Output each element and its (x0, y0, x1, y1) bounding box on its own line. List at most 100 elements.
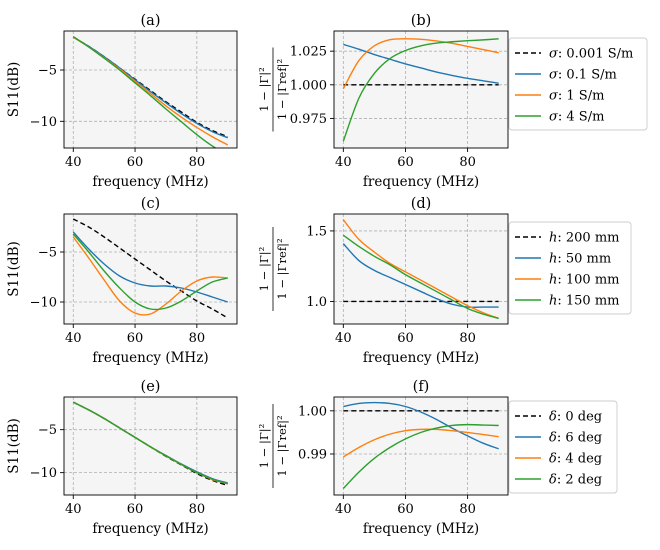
x-tick-label: 40 (335, 331, 352, 346)
axes-frame (63, 30, 238, 149)
y-tick-label: 1.025 (290, 45, 327, 60)
series-line-3 (342, 428, 499, 458)
legend-delta: δ: 0 deg δ: 6 deg δ: 4 deg δ: 2 deg (508, 400, 618, 494)
legend-entry: σ: 0.001 S/m (549, 47, 633, 62)
y-axis-label: S11(dB) (6, 62, 22, 118)
fraction-denominator: 1 − |Γref|² (275, 59, 290, 120)
x-tick-label: 60 (127, 155, 144, 170)
plot-area (334, 31, 508, 148)
y-tick-label: 1.5 (306, 224, 327, 239)
series-line-1 (72, 218, 229, 319)
fraction-numerator: 1 − |Γ|² (257, 247, 272, 292)
series-line-3 (342, 38, 499, 90)
axes-frame (333, 30, 509, 149)
x-tick-label: 40 (65, 155, 82, 170)
x-axis-label: frequency (MHz) (363, 174, 479, 190)
series-line-3 (342, 219, 499, 320)
fraction-denominator: 1 − |Γref|² (275, 415, 290, 476)
y-tick-label: −5 (38, 423, 57, 438)
fraction-numerator: 1 − |Γ|² (257, 67, 272, 112)
panel-c: 40 60 80 −5 −10 (c) frequency (MHz) S11(dB) (6, 196, 238, 366)
legend-entry: δ: 0 deg (549, 410, 602, 425)
legend-entry: h: 50 mm (549, 252, 611, 267)
fraction-numerator: 1 − |Γ|² (257, 424, 272, 469)
series-line-4 (342, 38, 499, 142)
panel-e: 40 60 80 −5 −10 (e) frequency (MHz) S11(dB) (6, 379, 238, 537)
axes-frame (333, 396, 509, 496)
panel-title: (f) (413, 379, 430, 395)
y-axis-label: S11(dB) (6, 241, 22, 297)
y-tick-label: 1.00 (298, 404, 327, 419)
x-tick-label: 60 (127, 331, 144, 346)
legend-entry: h: 100 mm (549, 273, 620, 288)
x-axis-label: frequency (MHz) (92, 174, 208, 190)
x-tick-label: 60 (397, 331, 414, 346)
x-tick-label: 80 (459, 502, 476, 517)
series-line-4 (342, 234, 499, 320)
legend-box (508, 221, 632, 315)
x-axis-label: frequency (MHz) (92, 350, 208, 366)
y-tick-label: −10 (30, 466, 57, 481)
x-tick-label: 60 (127, 502, 144, 517)
y-tick-label: 1.0 (306, 295, 327, 310)
panel-title: (b) (411, 13, 432, 29)
x-axis-label: frequency (MHz) (363, 521, 479, 537)
y-tick-label: −10 (30, 296, 57, 311)
y-tick-label: −10 (30, 115, 57, 130)
plot-area (334, 214, 508, 324)
y-tick-label: 0.975 (290, 112, 327, 127)
legend-box (508, 400, 618, 494)
panel-a: 40 60 80 −5 −10 (a) frequency (MHz) S11(dB) (6, 13, 238, 190)
x-tick-label: 80 (189, 331, 206, 346)
x-tick-label: 80 (189, 155, 206, 170)
x-axis-label: frequency (MHz) (92, 521, 208, 537)
series-line-2 (343, 401, 499, 450)
legend-entry: δ: 2 deg (549, 473, 602, 488)
legend-entry: σ: 1 S/m (549, 89, 604, 104)
legend-entry: h: 150 mm (549, 294, 620, 309)
x-tick-label: 40 (335, 502, 352, 517)
x-tick-label: 40 (65, 502, 82, 517)
axes-frame (63, 396, 238, 496)
series-line-3 (72, 236, 228, 316)
x-tick-label: 40 (65, 331, 82, 346)
series-line-4 (72, 233, 228, 311)
panel-title: (e) (141, 379, 161, 395)
legend-entry: δ: 4 deg (549, 452, 602, 467)
x-tick-label: 80 (459, 155, 476, 170)
y-axis-label-fraction: 1 − |Γ|² 1 − |Γref|² (257, 47, 290, 132)
x-tick-label: 80 (459, 331, 476, 346)
x-tick-label: 80 (189, 502, 206, 517)
series-line-1 (72, 36, 228, 138)
x-axis-label: frequency (MHz) (363, 350, 479, 366)
panel-title: (d) (411, 196, 432, 212)
legend-entry: σ: 4 S/m (549, 110, 604, 125)
y-tick-label: 0.99 (298, 447, 327, 462)
y-axis-label-fraction: 1 − |Γ|² 1 − |Γref|² (257, 227, 290, 311)
legend-box (508, 37, 648, 131)
y-axis-label-fraction: 1 − |Γ|² 1 − |Γref|² (257, 404, 290, 488)
panel-b: 40 60 80 0.975 1.000 1.025 (b) frequency (MHz) 1… (257, 13, 509, 190)
panel-f: 40 60 80 0.99 1.00 (f) frequency (MHz) 1 − |Γ|²… (257, 379, 509, 537)
series-line-4 (72, 36, 217, 148)
plot-area (64, 397, 237, 495)
y-tick-label: 1.000 (290, 78, 327, 93)
plot-area (64, 214, 237, 324)
y-tick-label: −5 (38, 246, 57, 261)
legend-entry: δ: 6 deg (549, 431, 602, 446)
panel-title: (c) (141, 196, 160, 212)
panel-d: 40 60 80 1.0 1.5 (d) frequency (MHz) 1 − |Γ|² 1 … (257, 196, 509, 366)
y-tick-label: −5 (38, 64, 57, 79)
panel-title: (a) (141, 13, 161, 29)
series-line-2 (72, 231, 228, 303)
x-tick-label: 60 (397, 502, 414, 517)
y-axis-label: S11(dB) (6, 418, 22, 474)
fraction-denominator: 1 − |Γref|² (275, 238, 290, 299)
series-line-4 (342, 423, 499, 490)
series-line-2 (343, 43, 499, 84)
x-tick-label: 40 (335, 155, 352, 170)
axes-frame (63, 213, 238, 325)
legend-entry: h: 200 mm (549, 231, 620, 246)
axes-frame (333, 213, 509, 325)
